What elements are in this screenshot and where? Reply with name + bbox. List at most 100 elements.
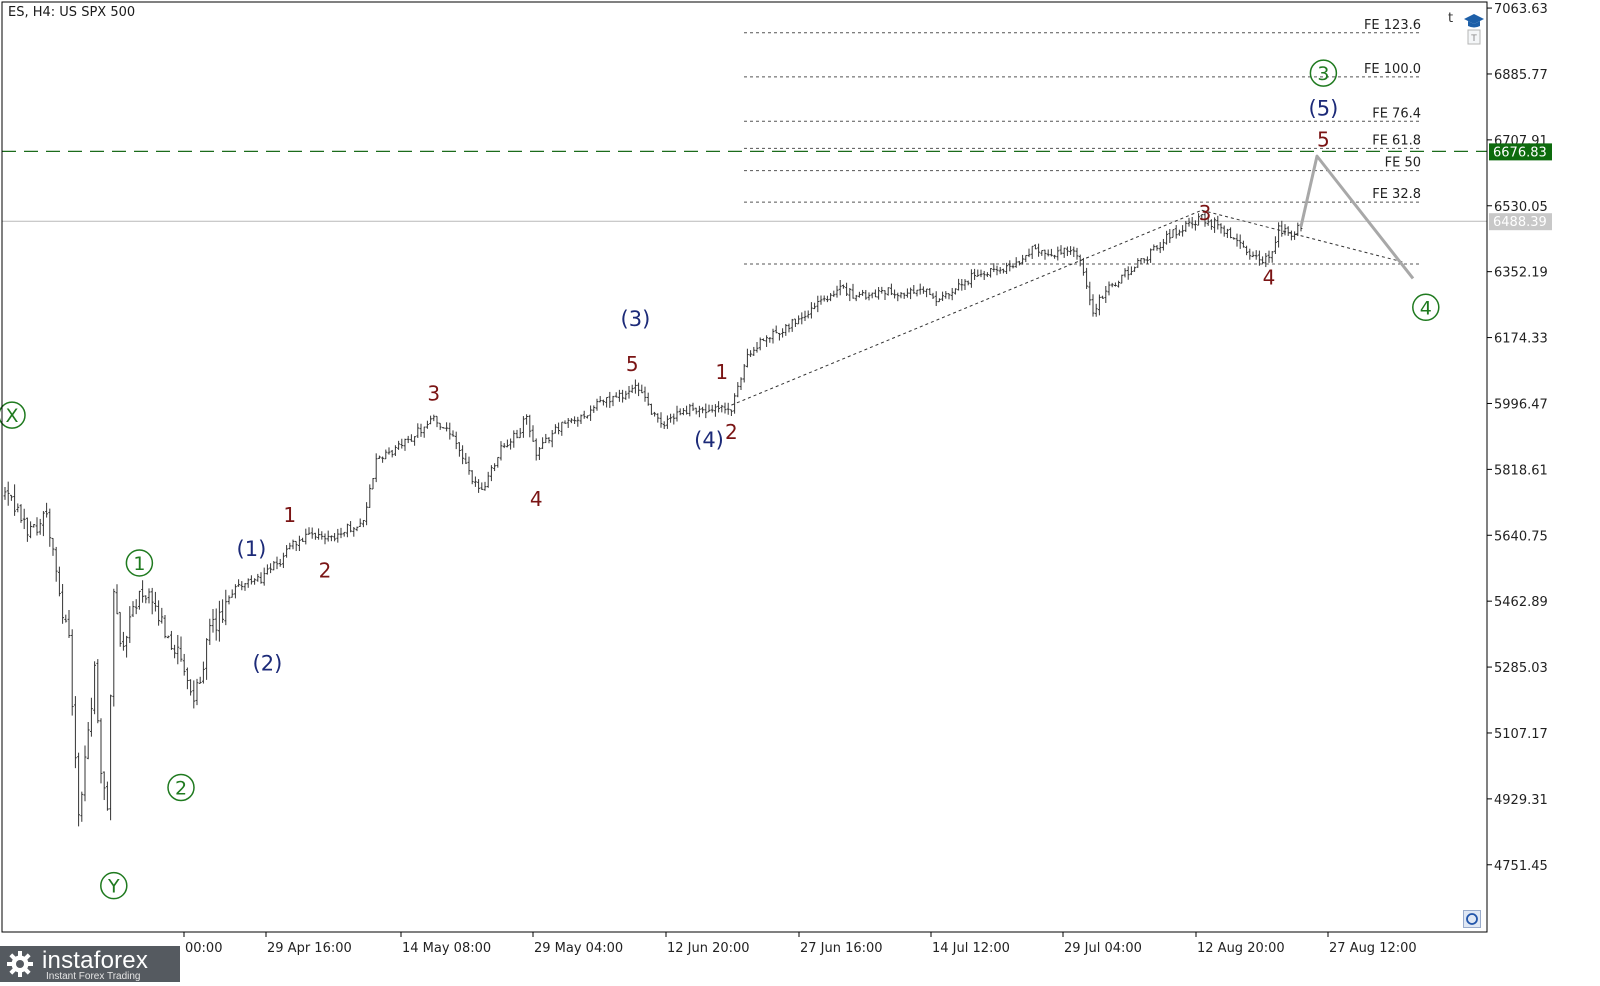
wave-label: 3 (1199, 201, 1212, 225)
candle (1168, 229, 1172, 244)
x-tick-label: 12 Jun 20:00 (667, 941, 750, 956)
candle (1030, 245, 1034, 259)
y-tick-label: 5818.61 (1494, 463, 1548, 478)
candle (950, 287, 954, 301)
candle (518, 427, 522, 439)
toolbar-letter[interactable]: t (1448, 11, 1454, 26)
candle (170, 630, 173, 650)
candle (35, 517, 39, 536)
candle (410, 434, 413, 442)
candle (963, 279, 967, 291)
candle (630, 384, 634, 393)
candle (877, 287, 880, 300)
graduation-cap-icon[interactable]: T (1462, 10, 1486, 46)
candle (1133, 266, 1136, 272)
candle (1222, 225, 1226, 237)
candle (1210, 219, 1213, 230)
candle (144, 595, 148, 604)
wave-label: (1) (237, 537, 267, 561)
candle (54, 546, 58, 582)
candle (989, 268, 992, 278)
y-tick-label: 6174.33 (1494, 332, 1548, 347)
candle (1155, 245, 1159, 251)
candle (778, 332, 781, 341)
candle (493, 463, 496, 472)
candle (998, 267, 1002, 274)
fib-level-label: FE 61.8 (1372, 133, 1421, 148)
candle (1130, 266, 1133, 276)
candle (368, 484, 372, 508)
candle (650, 403, 653, 415)
svg-text:X: X (5, 405, 18, 427)
candle (867, 292, 871, 301)
candle (771, 328, 775, 344)
candle (1072, 246, 1076, 258)
candle (1181, 225, 1184, 237)
candle (621, 389, 624, 403)
candle (218, 600, 221, 642)
candle (320, 531, 324, 540)
candle (755, 342, 759, 353)
candle (822, 295, 826, 302)
candle (256, 573, 260, 582)
candle (262, 567, 266, 586)
circle-icon[interactable] (1463, 910, 1481, 928)
svg-text:1: 1 (133, 553, 145, 575)
trendline (731, 209, 1202, 406)
candle (1296, 222, 1300, 237)
candle (1149, 248, 1152, 263)
candle (1008, 260, 1012, 272)
candle (522, 416, 525, 438)
candle (1034, 244, 1037, 250)
candle (19, 504, 23, 523)
y-tick-label: 5640.75 (1494, 529, 1548, 544)
y-tick-label: 6352.19 (1494, 266, 1548, 281)
svg-text:6488.39: 6488.39 (1493, 215, 1547, 230)
candle (429, 415, 432, 425)
candle (416, 423, 420, 439)
candle (787, 323, 791, 333)
candle (310, 527, 314, 539)
candle (982, 270, 986, 280)
candle (541, 437, 544, 449)
candle (1283, 224, 1287, 236)
candle (570, 418, 573, 424)
x-tick-label: 12 Aug 20:00 (1197, 941, 1285, 956)
fib-level-label: FE 32.8 (1372, 187, 1421, 202)
candle (557, 422, 560, 435)
candle (474, 476, 477, 487)
candle (6, 481, 10, 506)
candle (816, 295, 820, 313)
candle (163, 614, 167, 639)
candle (698, 405, 701, 418)
candle (954, 288, 957, 295)
candle (947, 293, 951, 300)
candle (970, 269, 973, 288)
candle (1075, 247, 1079, 260)
candle (826, 295, 829, 303)
y-tick-label: 6530.05 (1494, 200, 1548, 215)
candle (150, 587, 154, 615)
fib-level-label: FE 76.4 (1372, 106, 1421, 121)
candle (1117, 280, 1120, 288)
candle (765, 335, 768, 347)
wave-label: 4 (530, 487, 543, 511)
wave-label: (2) (253, 651, 283, 675)
candle (435, 415, 439, 428)
candle (307, 527, 311, 535)
candle (966, 280, 970, 286)
candle (1101, 295, 1104, 299)
candle (352, 527, 356, 537)
candle (701, 406, 704, 414)
candle (438, 422, 442, 430)
candle (550, 430, 554, 448)
candle (371, 478, 375, 490)
candle (234, 584, 237, 599)
wave-label: 5 (1317, 127, 1330, 151)
candle (426, 420, 429, 429)
instrument-title: ES, H4: US SPX 500 (8, 5, 136, 20)
candle (1024, 254, 1028, 263)
candle (323, 533, 327, 545)
